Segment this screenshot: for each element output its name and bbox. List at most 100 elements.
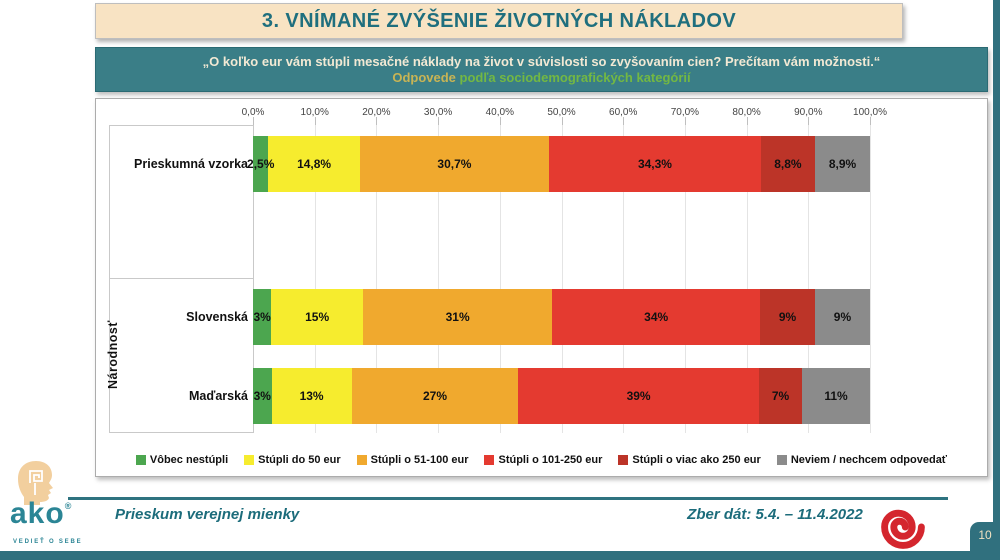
bar-segment: 39%	[518, 368, 759, 424]
legend-item: Stúpli do 50 eur	[244, 454, 341, 466]
legend-item: Neviem / nechcem odpovedať	[776, 454, 948, 466]
legend-swatch	[244, 455, 255, 465]
tick-mark	[253, 117, 254, 125]
right-edge-strip	[993, 0, 1000, 560]
subtitle-rest: podľa sociodemografických kategórií	[455, 70, 691, 85]
legend-item: Stúpli o 101-250 eur	[484, 454, 602, 466]
segment-value-label: 34%	[644, 310, 669, 324]
page-number-badge: 10	[970, 522, 1000, 560]
bar-segment: 8,9%	[815, 136, 870, 192]
legend-label: Neviem / nechcem odpovedať	[790, 454, 948, 466]
category-group-divider-line	[109, 278, 253, 279]
bar-segment: 7%	[758, 368, 803, 424]
tick-mark	[438, 117, 440, 125]
tick-label: 10,0%	[300, 107, 329, 118]
tick-label: 30,0%	[423, 107, 453, 118]
footer-right-text: Zber dát: 5.4. – 11.4.2022	[687, 506, 863, 523]
segment-value-label: 27%	[422, 389, 447, 403]
bar-segment: 3%	[253, 368, 272, 424]
bar-segment: 31%	[362, 289, 553, 345]
category-label: Slovenská	[186, 310, 248, 324]
footer-left-text: Prieskum verejnej mienky	[115, 506, 300, 523]
tick-label: 60,0%	[609, 107, 638, 118]
gridline	[870, 125, 871, 433]
tick-mark	[746, 117, 748, 125]
bar-row: 2,5% 14,8% 30,7% 34,3% 8,8% 8,9%	[247, 136, 870, 192]
bar-row: 3% 15% 31% 34% 9% 9%	[253, 289, 870, 345]
slide-title-bar: 3. VNÍMANÉ ZVÝŠENIE ŽIVOTNÝCH NÁKLADOV	[95, 3, 903, 39]
segment-value-label: 30,7%	[437, 157, 472, 171]
legend-label: Vôbec nestúpli	[149, 454, 229, 466]
bar-segment: 8,8%	[760, 136, 816, 192]
category-label: Prieskumná vzorka	[134, 157, 248, 171]
tick-mark	[376, 117, 378, 125]
gridline	[438, 125, 440, 433]
tick-mark	[499, 117, 501, 125]
legend-item: Vôbec nestúpli	[135, 454, 229, 466]
segment-value-label: 8,9%	[828, 157, 857, 171]
tick-mark	[623, 117, 625, 125]
segment-value-label: 34,3%	[637, 157, 672, 171]
bar-segment: 9%	[814, 289, 870, 345]
gridline	[499, 125, 501, 433]
legend-label: Stúpli do 50 eur	[258, 454, 341, 466]
page-number: 10	[978, 528, 992, 542]
segment-value-label: 13%	[299, 389, 324, 403]
question-band: „O koľko eur vám stúpli mesačné náklady …	[95, 47, 988, 92]
footer-divider	[68, 497, 948, 500]
bottom-edge-bar	[0, 551, 1000, 560]
legend-swatch	[135, 455, 146, 465]
bar-segment: 13%	[271, 368, 352, 424]
tick-mark	[684, 117, 686, 125]
category-label: Maďarská	[188, 389, 248, 403]
bar-segment: 11%	[802, 368, 870, 424]
tick-label: 90,0%	[794, 107, 823, 118]
chart-card: 0,0% 10,0% 20,0% 30,0% 40,0% 50,0% 60,0% 70,0% 8…	[95, 98, 988, 477]
bar-segment: 15%	[271, 289, 363, 345]
gridline	[808, 125, 810, 433]
legend-swatch	[776, 455, 787, 465]
legend-swatch	[356, 455, 367, 465]
tick-label: 40,0%	[485, 107, 514, 118]
segment-value-label: 39%	[626, 389, 651, 403]
segment-value-label: 31%	[445, 310, 470, 324]
segment-value-label: 2,5%	[247, 157, 275, 171]
registered-mark: ®	[64, 501, 72, 511]
gridline	[684, 125, 686, 433]
category-frame-top-line	[109, 125, 253, 126]
ako-logo-tagline: VEDIEŤ O SEBE	[13, 539, 83, 545]
bar-segment: 34%	[552, 289, 760, 345]
segment-value-label: 8,8%	[774, 157, 802, 171]
segment-value-label: 15%	[305, 310, 330, 324]
category-frame-bottom-line	[109, 432, 253, 433]
tick-label: 50,0%	[547, 107, 576, 118]
segment-value-label: 7%	[771, 389, 790, 403]
segment-value-label: 11%	[824, 389, 848, 403]
bar-segment: 27%	[351, 368, 519, 424]
legend-swatch	[618, 455, 629, 465]
bar-segment: 14,8%	[268, 136, 360, 192]
legend-item: Stúpli o 51-100 eur	[356, 454, 469, 466]
segment-value-label: 9%	[833, 310, 852, 324]
segment-value-label: 3%	[253, 389, 271, 403]
tick-mark	[314, 117, 316, 125]
category-frame-left-line	[109, 125, 110, 433]
segment-value-label: 14,8%	[297, 157, 332, 171]
bar-segment: 9%	[760, 289, 815, 345]
gridline	[623, 125, 625, 433]
legend-item: Stúpli o viac ako 250 eur	[618, 454, 761, 466]
legend-label: Stúpli o 51-100 eur	[370, 454, 469, 466]
tick-label: 70,0%	[670, 107, 700, 118]
gridline	[253, 125, 254, 433]
question-quote: „O koľko eur vám stúpli mesačné náklady …	[202, 54, 881, 69]
ako-head-logo-icon	[18, 461, 53, 505]
segment-value-label: 9%	[778, 310, 797, 324]
tick-mark	[808, 117, 810, 125]
gridline	[314, 125, 316, 433]
question-subtitle: Odpovede podľa sociodemografických kateg…	[392, 70, 690, 85]
tick-mark	[561, 117, 563, 125]
ako-logo-text: ako®	[10, 497, 72, 530]
tick-label: 80,0%	[732, 107, 761, 118]
subtitle-highlight: Odpovede	[392, 70, 456, 85]
tick-mark	[870, 117, 871, 125]
